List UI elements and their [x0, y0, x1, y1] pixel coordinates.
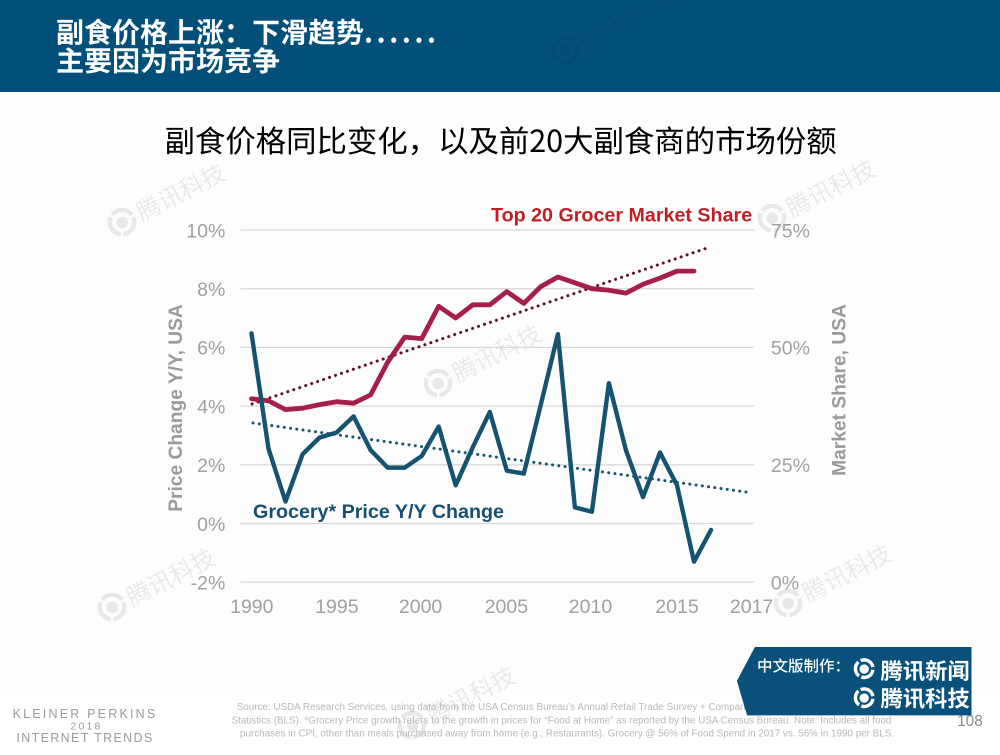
svg-text:2015: 2015: [655, 596, 699, 618]
svg-text:Price Change Y/Y, USA: Price Change Y/Y, USA: [166, 304, 187, 512]
svg-text:2017: 2017: [730, 596, 773, 618]
svg-text:108: 108: [957, 713, 983, 730]
svg-text:INTERNET TRENDS: INTERNET TRENDS: [16, 731, 153, 745]
svg-text:Top 20 Grocer Market Share: Top 20 Grocer Market Share: [491, 205, 752, 227]
svg-text:2010: 2010: [569, 596, 613, 618]
svg-text:Market Share, USA: Market Share, USA: [830, 304, 851, 476]
svg-text:1995: 1995: [315, 596, 359, 618]
svg-text:10%: 10%: [186, 220, 225, 242]
svg-text:4%: 4%: [197, 396, 225, 418]
svg-text:2018: 2018: [70, 721, 102, 733]
svg-text:purchases in CPI, other than m: purchases in CPI, other than meals purch…: [240, 729, 894, 740]
svg-text:1990: 1990: [230, 596, 274, 618]
svg-text:25%: 25%: [771, 455, 810, 477]
svg-text:KLEINER PERKINS: KLEINER PERKINS: [13, 707, 158, 721]
svg-text:0%: 0%: [197, 514, 225, 536]
svg-text:-2%: -2%: [191, 573, 226, 595]
svg-text:Grocery* Price Y/Y Change: Grocery* Price Y/Y Change: [253, 501, 504, 523]
svg-text:2005: 2005: [485, 596, 529, 618]
svg-text:50%: 50%: [771, 338, 810, 360]
svg-text:Statistics (BLS). *Grocery Pr: Statistics (BLS). *Grocery Price growth …: [232, 716, 892, 727]
svg-text:2%: 2%: [197, 455, 225, 477]
svg-text:2000: 2000: [399, 596, 443, 618]
svg-text:75%: 75%: [771, 220, 810, 242]
svg-text:6%: 6%: [197, 338, 225, 360]
svg-text:Source: USDA Research Services: Source: USDA Research Services, using da…: [237, 702, 887, 713]
svg-text:0%: 0%: [771, 573, 799, 595]
svg-text:8%: 8%: [197, 279, 225, 301]
